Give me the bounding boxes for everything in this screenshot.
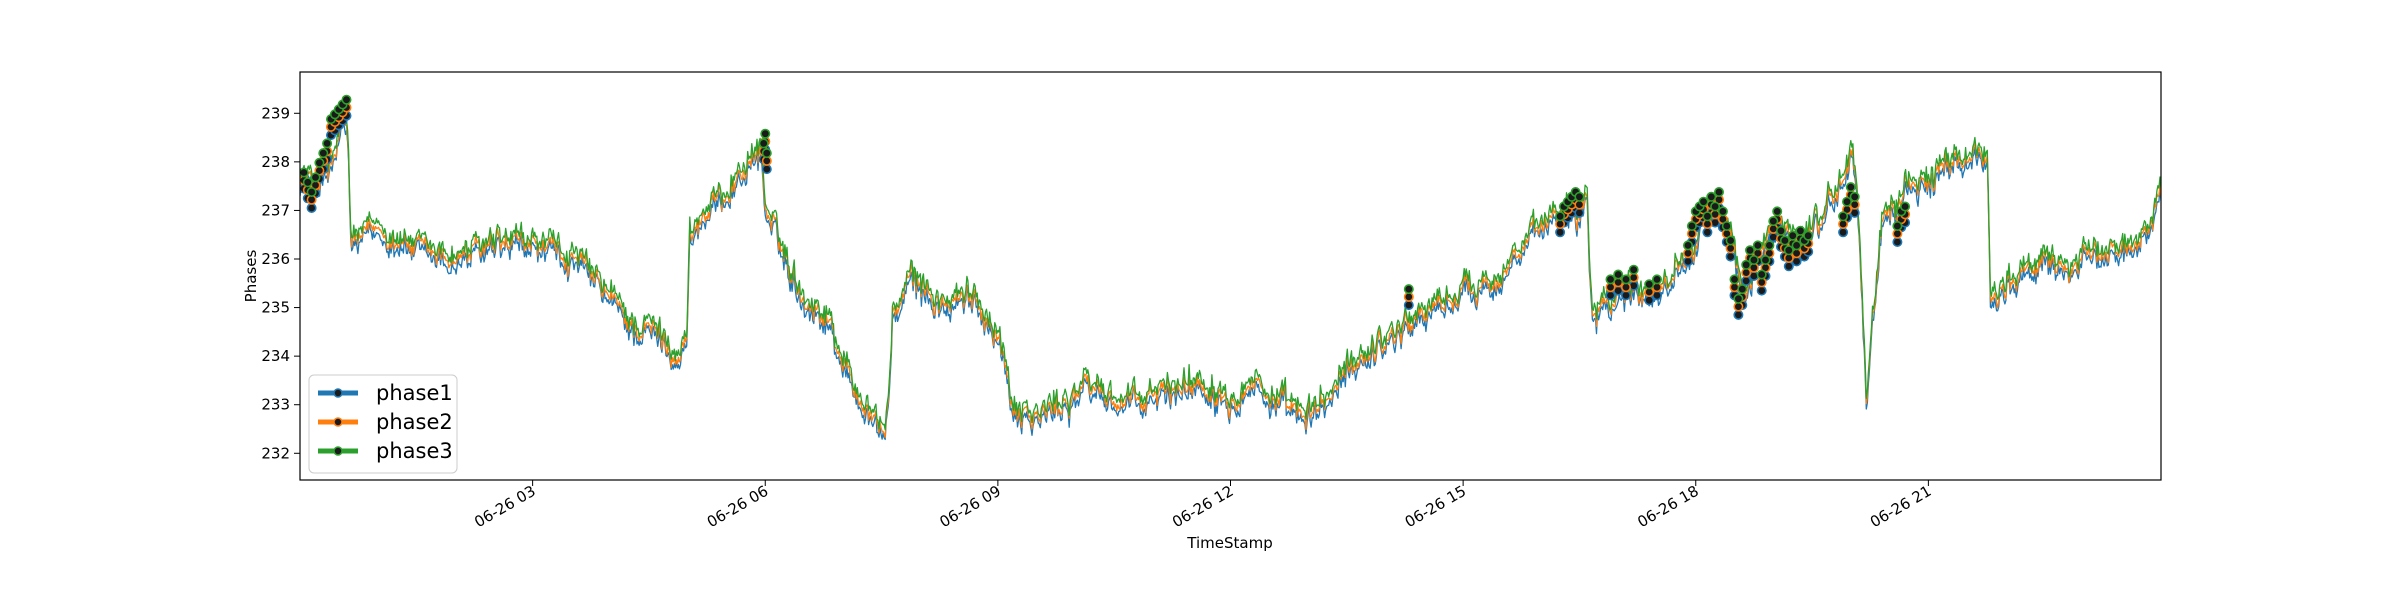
anomaly-point-phase3-55 bbox=[1783, 245, 1794, 256]
legend-label-phase3: phase3 bbox=[376, 439, 453, 463]
anomaly-point-phase3-26 bbox=[1628, 264, 1639, 275]
legend-marker-phase2 bbox=[333, 417, 343, 427]
anomaly-point-phase3-58 bbox=[1795, 225, 1806, 236]
anomaly-point-phase1-61 bbox=[1838, 227, 1849, 238]
anomaly-point-phase3-50 bbox=[1764, 240, 1775, 251]
anomaly-point-phase3-6 bbox=[318, 148, 329, 159]
series-line-phase2 bbox=[300, 110, 2161, 439]
anomaly-point-phase3-42 bbox=[1733, 293, 1744, 304]
anomaly-point-phase3-37 bbox=[1714, 187, 1725, 198]
anomaly-point-phase3-22 bbox=[1574, 191, 1585, 202]
anomaly-point-phase1-27 bbox=[1644, 295, 1655, 306]
anomaly-point-phase3-28 bbox=[1652, 274, 1663, 285]
anomaly-point-phase1-22 bbox=[1574, 207, 1585, 218]
anomaly-point-phase3-4 bbox=[310, 172, 321, 183]
anomaly-point-phase1-23 bbox=[1605, 290, 1616, 301]
anomaly-point-phase3-33 bbox=[1698, 196, 1709, 207]
anomaly-point-phase1-40 bbox=[1725, 251, 1736, 262]
legend: phase1 phase2 phase3 bbox=[308, 374, 458, 474]
anomaly-point-phase3-51 bbox=[1768, 216, 1779, 227]
anomaly-point-phase3-48 bbox=[1756, 269, 1767, 280]
anomaly-point-phase1-16 bbox=[1403, 300, 1414, 311]
legend-label-phase2: phase2 bbox=[376, 410, 453, 434]
anomaly-point-phase3-24 bbox=[1613, 269, 1624, 280]
anomaly-point-phase1-15 bbox=[761, 164, 772, 175]
anomaly-point-phase3-63 bbox=[1845, 182, 1856, 193]
anomaly-point-phase3-65 bbox=[1892, 221, 1903, 232]
anomaly-point-phase3-1 bbox=[300, 167, 309, 178]
anomaly-point-phase3-2 bbox=[302, 177, 313, 188]
anomaly-point-phase3-5 bbox=[314, 157, 325, 168]
y-tick-label-237: 237 bbox=[261, 201, 290, 219]
y-axis-title: Phases bbox=[242, 250, 260, 303]
anomaly-point-phase3-12 bbox=[341, 94, 352, 105]
anomaly-marker-layer bbox=[300, 94, 1911, 320]
anomaly-point-phase3-36 bbox=[1710, 201, 1721, 212]
anomaly-point-phase3-49 bbox=[1760, 255, 1771, 266]
legend-marker-phase1 bbox=[333, 388, 343, 398]
anomaly-point-phase3-67 bbox=[1900, 201, 1911, 212]
anomaly-point-phase3-38 bbox=[1717, 206, 1728, 217]
anomaly-point-phase3-61 bbox=[1838, 211, 1849, 222]
anomaly-point-phase3-44 bbox=[1741, 259, 1752, 270]
anomaly-point-phase3-57 bbox=[1791, 240, 1802, 251]
anomaly-point-phase3-64 bbox=[1849, 191, 1860, 202]
series-layer bbox=[300, 103, 2161, 441]
legend-marker-phase3 bbox=[333, 446, 343, 456]
anomaly-point-phase3-34 bbox=[1702, 211, 1713, 222]
y-tick-label-233: 233 bbox=[261, 396, 290, 414]
anomaly-point-phase3-30 bbox=[1686, 221, 1697, 232]
anomaly-point-phase3-17 bbox=[1555, 211, 1566, 222]
anomaly-point-phase3-43 bbox=[1737, 284, 1748, 295]
y-tick-label-239: 239 bbox=[261, 104, 290, 122]
anomaly-point-phase3-40 bbox=[1725, 235, 1736, 246]
anomaly-point-phase1-55 bbox=[1783, 261, 1794, 272]
anomaly-point-phase3-7 bbox=[322, 138, 333, 149]
anomaly-point-phase3-47 bbox=[1752, 240, 1763, 251]
y-tick-label-238: 238 bbox=[261, 153, 290, 171]
anomaly-point-phase3-46 bbox=[1748, 255, 1759, 266]
anomaly-point-phase3-54 bbox=[1779, 235, 1790, 246]
anomaly-point-phase3-60 bbox=[1803, 230, 1814, 241]
anomaly-point-phase1-48 bbox=[1756, 285, 1767, 296]
y-axis: 232 233 234 235 236 237 238 239 bbox=[261, 104, 300, 462]
anomaly-point-phase1-29 bbox=[1683, 256, 1694, 267]
anomaly-point-phase1-65 bbox=[1892, 237, 1903, 248]
anomaly-point-phase3-53 bbox=[1776, 225, 1787, 236]
anomaly-point-phase1-44 bbox=[1741, 275, 1752, 286]
anomaly-point-phase3-23 bbox=[1605, 274, 1616, 285]
anomaly-point-phase3-41 bbox=[1729, 274, 1740, 285]
anomaly-point-phase3-27 bbox=[1644, 279, 1655, 290]
anomaly-point-phase3-35 bbox=[1706, 191, 1717, 202]
anomaly-point-phase3-16 bbox=[1403, 284, 1414, 295]
anomaly-point-phase3-29 bbox=[1683, 240, 1694, 251]
anomaly-point-phase3-62 bbox=[1842, 196, 1853, 207]
anomaly-point-phase3-39 bbox=[1721, 221, 1732, 232]
anomaly-point-phase3-52 bbox=[1772, 206, 1783, 217]
anomaly-point-phase3-13 bbox=[758, 138, 769, 149]
anomaly-point-phase3-14 bbox=[760, 128, 771, 139]
anomaly-point-phase1-34 bbox=[1702, 227, 1713, 238]
y-tick-label-232: 232 bbox=[261, 444, 290, 462]
anomaly-point-phase1-3 bbox=[306, 203, 317, 214]
y-tick-label-235: 235 bbox=[261, 299, 290, 317]
anomaly-point-phase3-45 bbox=[1745, 245, 1756, 256]
y-tick-label-234: 234 bbox=[261, 347, 290, 365]
anomaly-point-phase3-25 bbox=[1621, 274, 1632, 285]
x-axis-title: TimeStamp bbox=[1186, 534, 1272, 552]
anomaly-point-phase3-56 bbox=[1787, 230, 1798, 241]
anomaly-point-phase3-3 bbox=[306, 187, 317, 198]
anomaly-point-phase1-42 bbox=[1733, 309, 1744, 320]
anomaly-point-phase1-17 bbox=[1555, 227, 1566, 238]
anomaly-point-phase3-15 bbox=[761, 148, 772, 159]
legend-label-phase1: phase1 bbox=[376, 381, 453, 405]
anomaly-point-phase1-25 bbox=[1621, 290, 1632, 301]
y-tick-label-236: 236 bbox=[261, 250, 290, 268]
series-line-phase3 bbox=[300, 103, 2161, 431]
